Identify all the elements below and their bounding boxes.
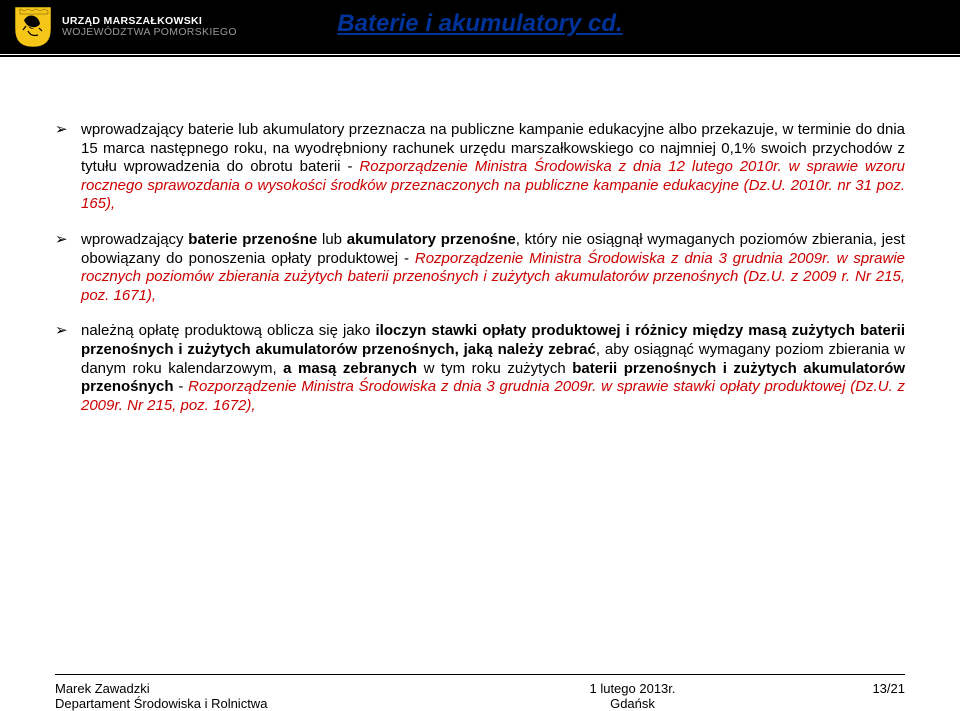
bullet-bold: akumulatory przenośne — [347, 231, 516, 248]
bullet-list: wprowadzający baterie lub akumulatory pr… — [55, 121, 905, 415]
bullet-text: należną opłatę produktową oblicza się ja… — [81, 322, 375, 339]
list-item: wprowadzający baterie lub akumulatory pr… — [55, 121, 905, 214]
bullet-bold: a masą zebranych — [283, 360, 417, 377]
page-title: Baterie i akumulatory cd. — [337, 10, 622, 38]
footer-place: Gdańsk — [440, 696, 825, 711]
footer-page: 13/21 — [825, 681, 905, 696]
bullet-text: - — [174, 378, 189, 395]
list-item: wprowadzający baterie przenośne lub akum… — [55, 231, 905, 305]
bullet-text: w tym roku zużytych — [417, 360, 572, 377]
footer-dept: Departament Środowiska i Rolnictwa — [55, 696, 440, 711]
office-line2: WOJEWÓDZTWA POMORSKIEGO — [62, 27, 237, 38]
crest-icon — [14, 6, 52, 48]
content-area: wprowadzający baterie lub akumulatory pr… — [0, 57, 960, 415]
bullet-bold: baterie przenośne — [188, 231, 317, 248]
footer-divider — [55, 674, 905, 675]
office-name: URZĄD MARSZAŁKOWSKI WOJEWÓDZTWA POMORSKI… — [62, 16, 237, 38]
bullet-citation: Rozporządzenie Ministra Środowiska z dni… — [81, 378, 905, 414]
header-bar: URZĄD MARSZAŁKOWSKI WOJEWÓDZTWA POMORSKI… — [0, 0, 960, 54]
bullet-text: lub — [317, 231, 347, 248]
footer: Marek Zawadzki 1 lutego 2013r. 13/21 Dep… — [0, 674, 960, 711]
footer-spacer — [825, 696, 905, 711]
footer-author: Marek Zawadzki — [55, 681, 440, 696]
footer-date: 1 lutego 2013r. — [440, 681, 825, 696]
bullet-text: wprowadzający — [81, 231, 188, 248]
list-item: należną opłatę produktową oblicza się ja… — [55, 322, 905, 415]
